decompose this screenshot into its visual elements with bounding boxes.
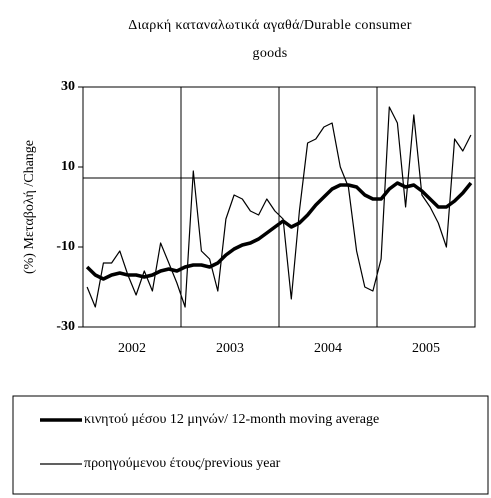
series-line: [86, 106, 472, 308]
y-axis-label: (%) Μεταβολή /Change: [22, 140, 37, 274]
y-tick-label: -30: [56, 319, 75, 334]
legend-frame: [12, 395, 489, 495]
x-tick-label: 2005: [412, 341, 440, 356]
y-tick-label: 10: [61, 159, 75, 174]
legend-label: προηγούμενου έτους/previous year: [84, 456, 281, 471]
x-tick-label: 2004: [314, 341, 342, 356]
x-tick-label: 2002: [118, 341, 146, 356]
y-tick-label: -10: [56, 239, 75, 254]
legend-label: κινητού μέσου 12 μηνών/ 12-month moving …: [84, 412, 379, 427]
x-tick-label: 2003: [216, 341, 244, 356]
y-tick-label: 30: [61, 79, 75, 94]
chart-title: Διαρκή καταναλωτικά αγαθά/Durable consum…: [128, 18, 412, 61]
